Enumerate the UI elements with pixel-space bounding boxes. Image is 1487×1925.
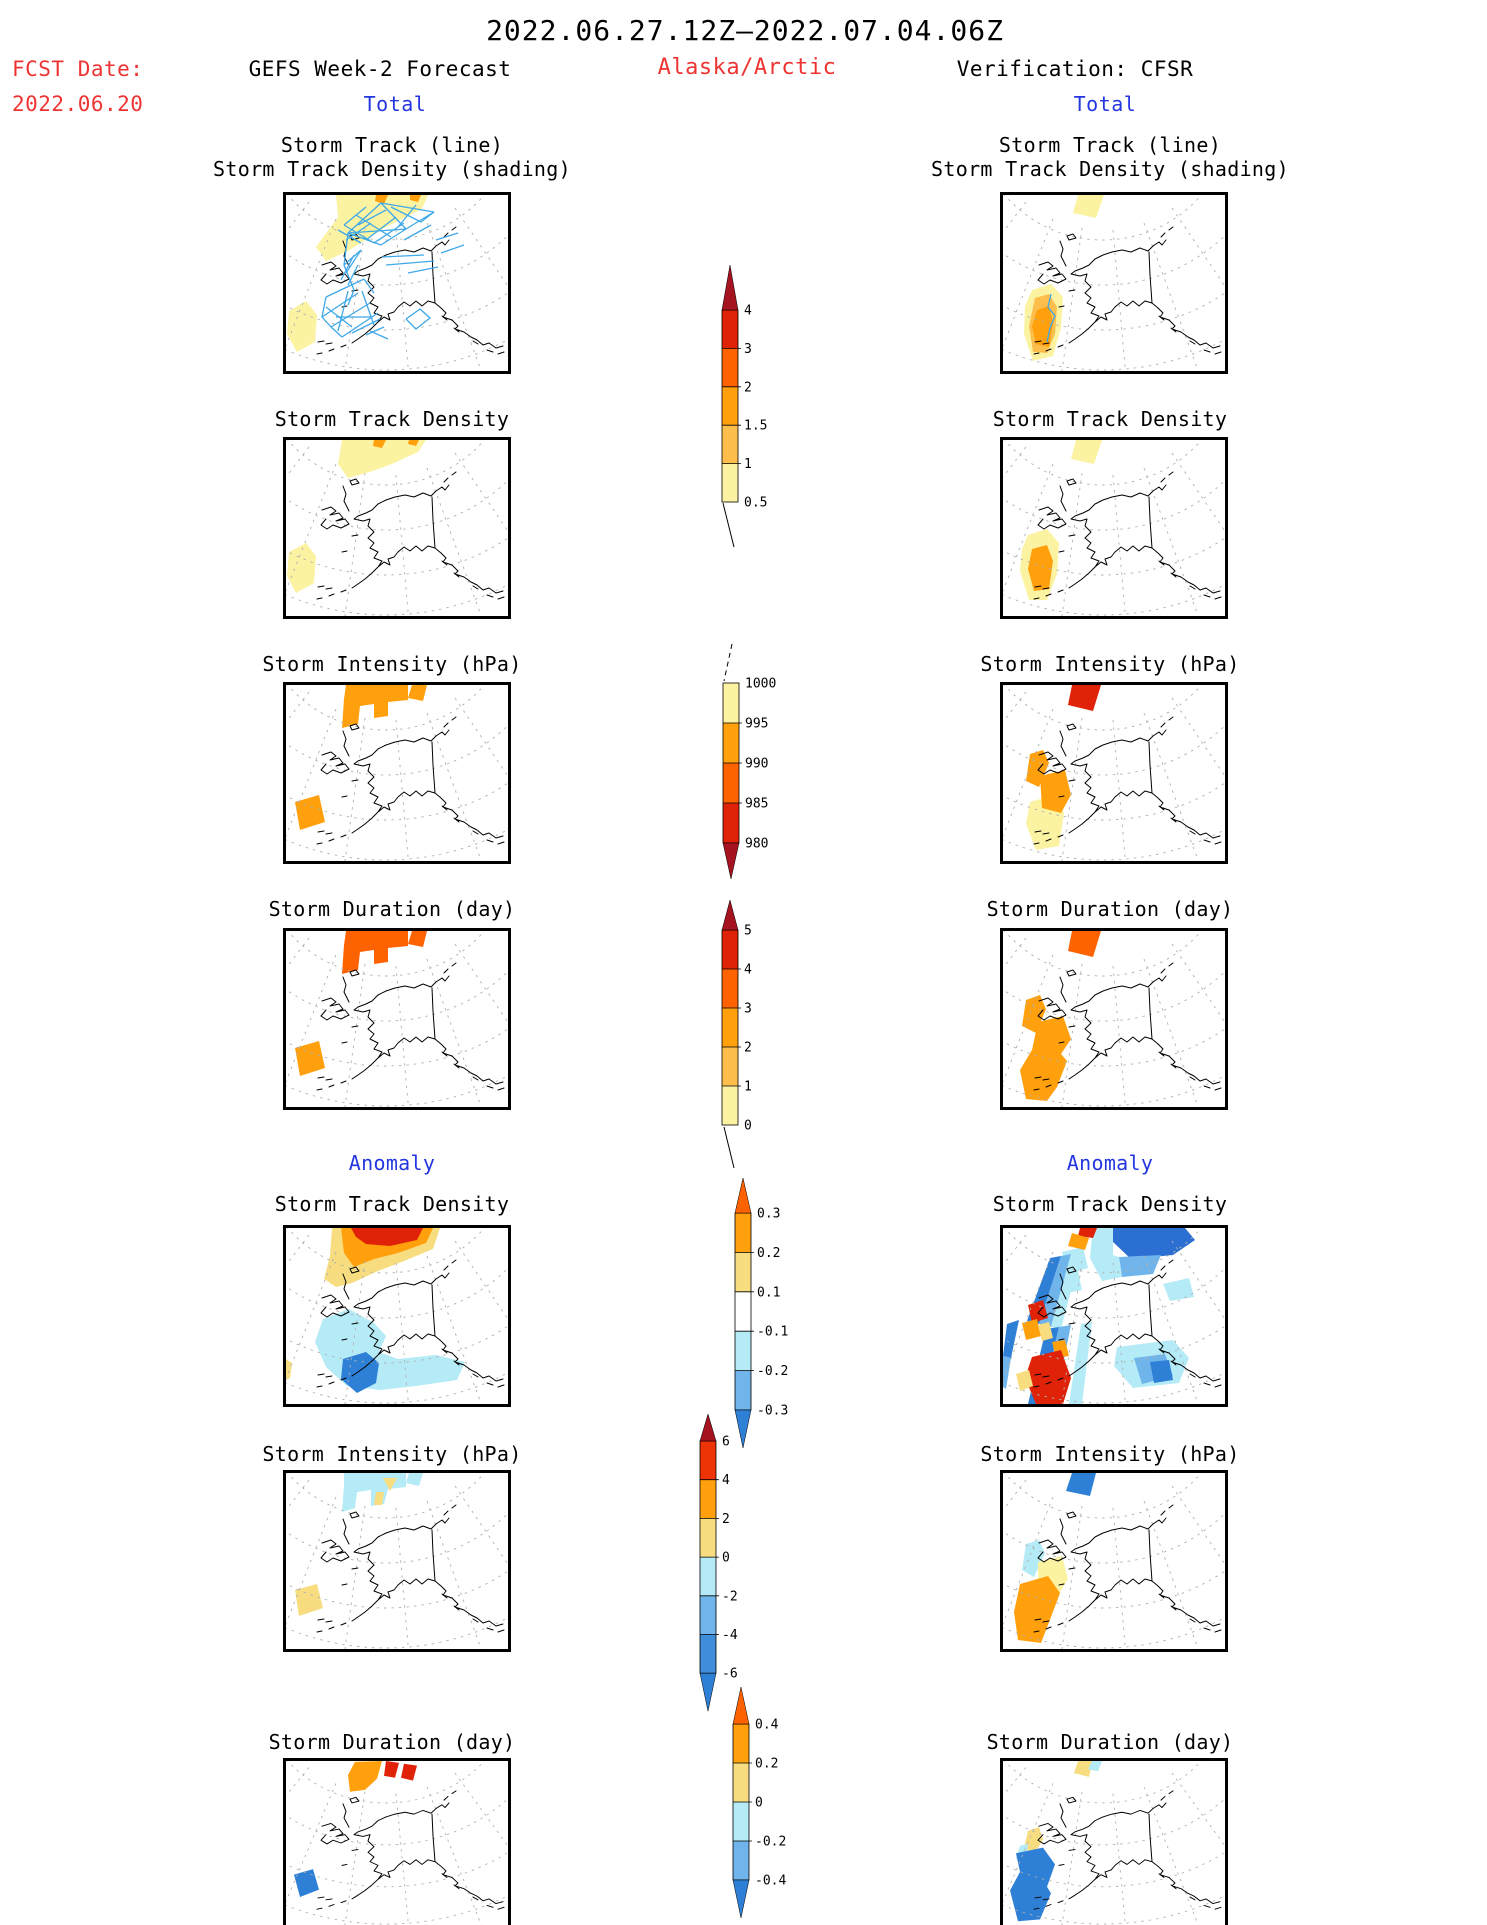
svg-text:1.5: 1.5 (744, 419, 767, 434)
right-total-label: Total (1073, 92, 1137, 116)
panel-r4-title: Storm Duration (day) (986, 897, 1234, 921)
left-anomaly-label: Anomaly (348, 1151, 436, 1175)
panel-l4-map (283, 928, 511, 1110)
svg-text:-2: -2 (722, 1589, 738, 1604)
svg-text:985: 985 (745, 797, 768, 812)
svg-text:980: 980 (745, 837, 768, 852)
cb-density-total: 4 3 2 1.5 1 0.5 (721, 264, 767, 548)
cb-duration-anom: 0.4 0.2 0 -0.2 -0.4 (732, 1686, 786, 1919)
svg-text:0.2: 0.2 (757, 1246, 780, 1261)
panel-l3-map (283, 682, 511, 864)
right-anomaly-label: Anomaly (1066, 1151, 1154, 1175)
cb-intensity-anom: 6 4 2 0 -2 -4 -6 (699, 1413, 738, 1712)
svg-text:6: 6 (722, 1435, 730, 1450)
panel-l5-map (283, 1225, 511, 1407)
svg-text:2: 2 (722, 1512, 730, 1527)
svg-text:3: 3 (744, 1002, 752, 1017)
panel-r3-title: Storm Intensity (hPa) (980, 652, 1240, 676)
region-label: Alaska/Arctic (657, 55, 837, 80)
svg-text:0: 0 (744, 1119, 752, 1134)
panel-l1-title-line1: Storm Track (line) (280, 133, 504, 157)
panel-r2-map (1000, 437, 1228, 619)
svg-text:-0.2: -0.2 (755, 1835, 786, 1850)
panel-r4-map (1000, 928, 1228, 1110)
svg-text:-6: -6 (722, 1667, 738, 1682)
cb-duration-total: 5 4 3 2 1 0 (721, 899, 752, 1169)
panel-r7-map (1000, 1758, 1228, 1925)
right-column-header: Verification: CFSR (956, 57, 1194, 81)
svg-text:995: 995 (745, 717, 768, 732)
svg-text:0.4: 0.4 (755, 1718, 779, 1733)
svg-text:4: 4 (744, 963, 752, 978)
left-total-label: Total (363, 92, 427, 116)
svg-text:0.5: 0.5 (744, 496, 767, 511)
svg-text:2: 2 (744, 380, 752, 395)
svg-text:5: 5 (744, 924, 752, 939)
panel-r1-title-line1: Storm Track (line) (998, 133, 1222, 157)
panel-l7-map (283, 1758, 511, 1925)
panel-r6-title: Storm Intensity (hPa) (980, 1442, 1240, 1466)
svg-text:-4: -4 (722, 1628, 738, 1643)
svg-text:-0.3: -0.3 (757, 1404, 788, 1419)
panel-l4-title: Storm Duration (day) (268, 897, 516, 921)
svg-text:4: 4 (722, 1473, 730, 1488)
panel-r5-map (1000, 1225, 1228, 1407)
svg-text:0.2: 0.2 (755, 1757, 778, 1772)
svg-text:0: 0 (755, 1796, 763, 1811)
panel-l5-title: Storm Track Density (274, 1192, 510, 1216)
svg-text:4: 4 (744, 304, 752, 319)
svg-text:-0.4: -0.4 (755, 1874, 786, 1889)
panel-r1-title: Storm Track (line) Storm Track Density (… (860, 133, 1360, 181)
panel-r1-map (1000, 192, 1228, 374)
svg-text:0: 0 (722, 1551, 730, 1566)
svg-text:-0.1: -0.1 (757, 1325, 788, 1340)
panel-l2-title: Storm Track Density (274, 407, 510, 431)
panel-l6-map (283, 1470, 511, 1652)
svg-text:0.3: 0.3 (757, 1207, 780, 1222)
svg-text:-0.2: -0.2 (757, 1364, 788, 1379)
cb-density-anom: 0.3 0.2 0.1 -0.1 -0.2 -0.3 (734, 1177, 788, 1449)
left-column-header: GEFS Week-2 Forecast (248, 57, 512, 81)
svg-text:1000: 1000 (745, 677, 776, 692)
panel-l1-title: Storm Track (line) Storm Track Density (… (142, 133, 642, 181)
panel-l6-title: Storm Intensity (hPa) (262, 1442, 522, 1466)
panel-l7-title: Storm Duration (day) (268, 1730, 516, 1754)
svg-text:1: 1 (744, 1080, 752, 1095)
panel-r6-map (1000, 1470, 1228, 1652)
fcst-date-value: 2022.06.20 (12, 92, 144, 116)
cb-intensity-total: 1000 995 990 985 980 (722, 643, 776, 880)
svg-text:0.1: 0.1 (757, 1285, 780, 1300)
panel-l2-map (283, 437, 511, 619)
panel-l1-title-line2: Storm Track Density (shading) (213, 157, 571, 181)
panel-r7-title: Storm Duration (day) (986, 1730, 1234, 1754)
panel-r3-map (1000, 682, 1228, 864)
panel-l1-map (283, 192, 511, 374)
svg-text:1: 1 (744, 457, 752, 472)
svg-text:2: 2 (744, 1041, 752, 1056)
svg-text:3: 3 (744, 342, 752, 357)
panel-l3-title: Storm Intensity (hPa) (262, 652, 522, 676)
panel-r1-title-line2: Storm Track Density (shading) (931, 157, 1289, 181)
svg-text:990: 990 (745, 757, 768, 772)
fcst-date-label: FCST Date: (12, 57, 144, 81)
panel-r5-title: Storm Track Density (992, 1192, 1228, 1216)
figure-title: 2022.06.27.12Z–2022.07.04.06Z (486, 14, 1004, 47)
panel-r2-title: Storm Track Density (992, 407, 1228, 431)
